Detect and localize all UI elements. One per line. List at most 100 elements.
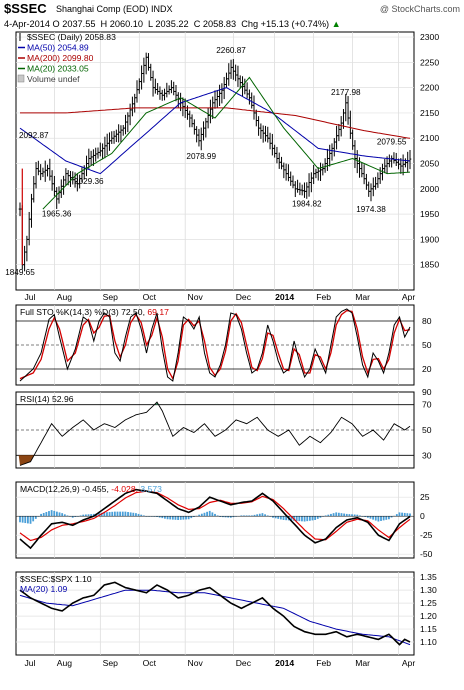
macd-histogram-bar [121, 511, 124, 517]
macd-histogram-bar [374, 516, 377, 521]
macd-histogram-bar [200, 513, 203, 517]
macd-histogram-bar [224, 516, 227, 518]
macd-histogram-bar [351, 514, 353, 517]
macd-histogram-bar [164, 516, 166, 519]
ratio-tick-label: 1.15 [420, 624, 437, 634]
sto-legend-item: Full STO %K(14,3) %D(3) 72.50, [20, 307, 147, 317]
macd-histogram-bar [353, 514, 356, 517]
macd-histogram-bar [106, 512, 108, 517]
x-axis-label: Nov [188, 658, 204, 668]
macd-histogram-bar [395, 514, 398, 517]
macd-histogram-bar [337, 512, 340, 517]
price-annotation: 2029.36 [74, 177, 104, 186]
macd-histogram-bar [61, 513, 64, 517]
macd-histogram-bar [229, 516, 232, 518]
ratio-tick-label: 1.10 [420, 637, 437, 647]
macd-histogram-bar [282, 516, 285, 520]
price-tick-label: 1850 [420, 260, 439, 270]
macd-histogram-bar [82, 514, 85, 517]
macd-histogram-bar [314, 516, 317, 520]
x-axis-label: Feb [316, 658, 331, 668]
macd-histogram-bar [50, 510, 53, 517]
price-annotation: 2092.87 [19, 131, 49, 140]
price-tick-label: 2100 [420, 133, 439, 143]
price-legend-item: MA(200) 2099.80 [27, 53, 94, 63]
ohlc-date: 4-Apr-2014 [4, 19, 50, 29]
x-axis-label: Dec [236, 658, 252, 668]
macd-histogram-bar [332, 513, 335, 517]
macd-histogram-bar [266, 515, 269, 517]
index-name: Shanghai Comp (EOD) INDX [56, 4, 173, 14]
x-axis-label: Oct [143, 292, 157, 302]
macd-histogram-bar [187, 516, 190, 520]
macd-histogram-bar [119, 511, 122, 517]
macd-histogram-bar [364, 516, 367, 517]
macd-histogram-bar [245, 515, 248, 517]
macd-histogram-bar [227, 516, 230, 518]
x-axis-label: Mar [355, 658, 370, 668]
x-axis-label: Mar [355, 292, 370, 302]
ratio-line [19, 581, 411, 646]
x-axis-label: 2014 [275, 292, 294, 302]
macd-histogram-bar [53, 510, 56, 517]
macd-histogram-bar [27, 516, 29, 524]
ohlc-chg: +15.13 (+0.74%) [258, 19, 329, 29]
macd-histogram-bar [208, 510, 211, 517]
price-legend-item: MA(20) 2033.05 [27, 64, 89, 74]
macd-histogram-bar [385, 516, 388, 520]
macd-histogram-bar [258, 513, 261, 517]
x-axis-label: Apr [402, 658, 416, 668]
x-axis-label: Dec [236, 292, 252, 302]
macd-histogram-bar [169, 516, 172, 520]
macd-histogram-bar [34, 516, 37, 519]
price-tick-label: 2200 [420, 83, 439, 93]
ratio-ma-line [19, 589, 411, 646]
macd-histogram-bar [29, 516, 32, 524]
price-annotation: 2177.98 [331, 88, 361, 97]
macd-histogram-bar [348, 514, 351, 517]
ohlc-high: 2060.10 [107, 19, 143, 29]
macd-histogram-bar [219, 516, 222, 517]
macd-histogram-bar [222, 516, 224, 518]
ohlc-high-label: H [95, 19, 107, 29]
macd-histogram-bar [403, 512, 406, 517]
macd-histogram-bar [24, 516, 27, 524]
macd-histogram-bar [142, 515, 145, 517]
rsi-legend-item: RSI(14) 52.96 [20, 394, 74, 404]
x-axis-label: Jul [25, 292, 36, 302]
sto-legend: Full STO %K(14,3) %D(3) 72.50, 69.17 [20, 307, 169, 317]
price-annotation: 1974.38 [356, 205, 386, 214]
macd-legend: MACD(12,26,9) -0.455, -4.028, 3.573 [20, 484, 162, 494]
price-annotation: 2078.99 [186, 152, 216, 161]
macd-histogram-bar [21, 516, 24, 523]
macd-histogram-bar [156, 516, 158, 517]
price-tick-label: 2250 [420, 57, 439, 67]
price-tick-label: 2150 [420, 108, 439, 118]
macd-histogram-bar [87, 514, 90, 517]
macd-histogram-bar [113, 511, 116, 517]
macd-histogram-bar [390, 516, 393, 518]
macd-histogram-bar [409, 513, 411, 517]
x-axis-label: Nov [188, 292, 204, 302]
macd-histogram-bar [108, 512, 111, 517]
ratio-legend-item: MA(20) 1.09 [20, 584, 68, 594]
macd-signal-line [19, 490, 411, 542]
sto-tick-label: 50 [422, 340, 432, 350]
macd-histogram-bar [182, 516, 185, 520]
macd-histogram-bar [63, 514, 66, 517]
macd-histogram-bar [185, 516, 187, 520]
macd-histogram-bar [153, 516, 156, 517]
rsi-legend: RSI(14) 52.96 [20, 394, 74, 404]
macd-histogram-bar [111, 511, 114, 517]
macd-histogram-bar [264, 514, 266, 517]
macd-histogram-bar [48, 511, 50, 517]
macd-histogram-bar [193, 516, 195, 517]
rsi-tick-label: 30 [422, 450, 432, 460]
price-legend-item: $SSEC (Daily) 2058.83 [27, 32, 116, 42]
rsi-oversold-fill [18, 455, 35, 466]
x-axis-label: Sep [103, 658, 119, 668]
ma20-line [42, 76, 411, 210]
macd-histogram-bar [277, 516, 280, 519]
macd-histogram-bar [306, 516, 309, 522]
macd-histogram-bar [124, 511, 127, 517]
